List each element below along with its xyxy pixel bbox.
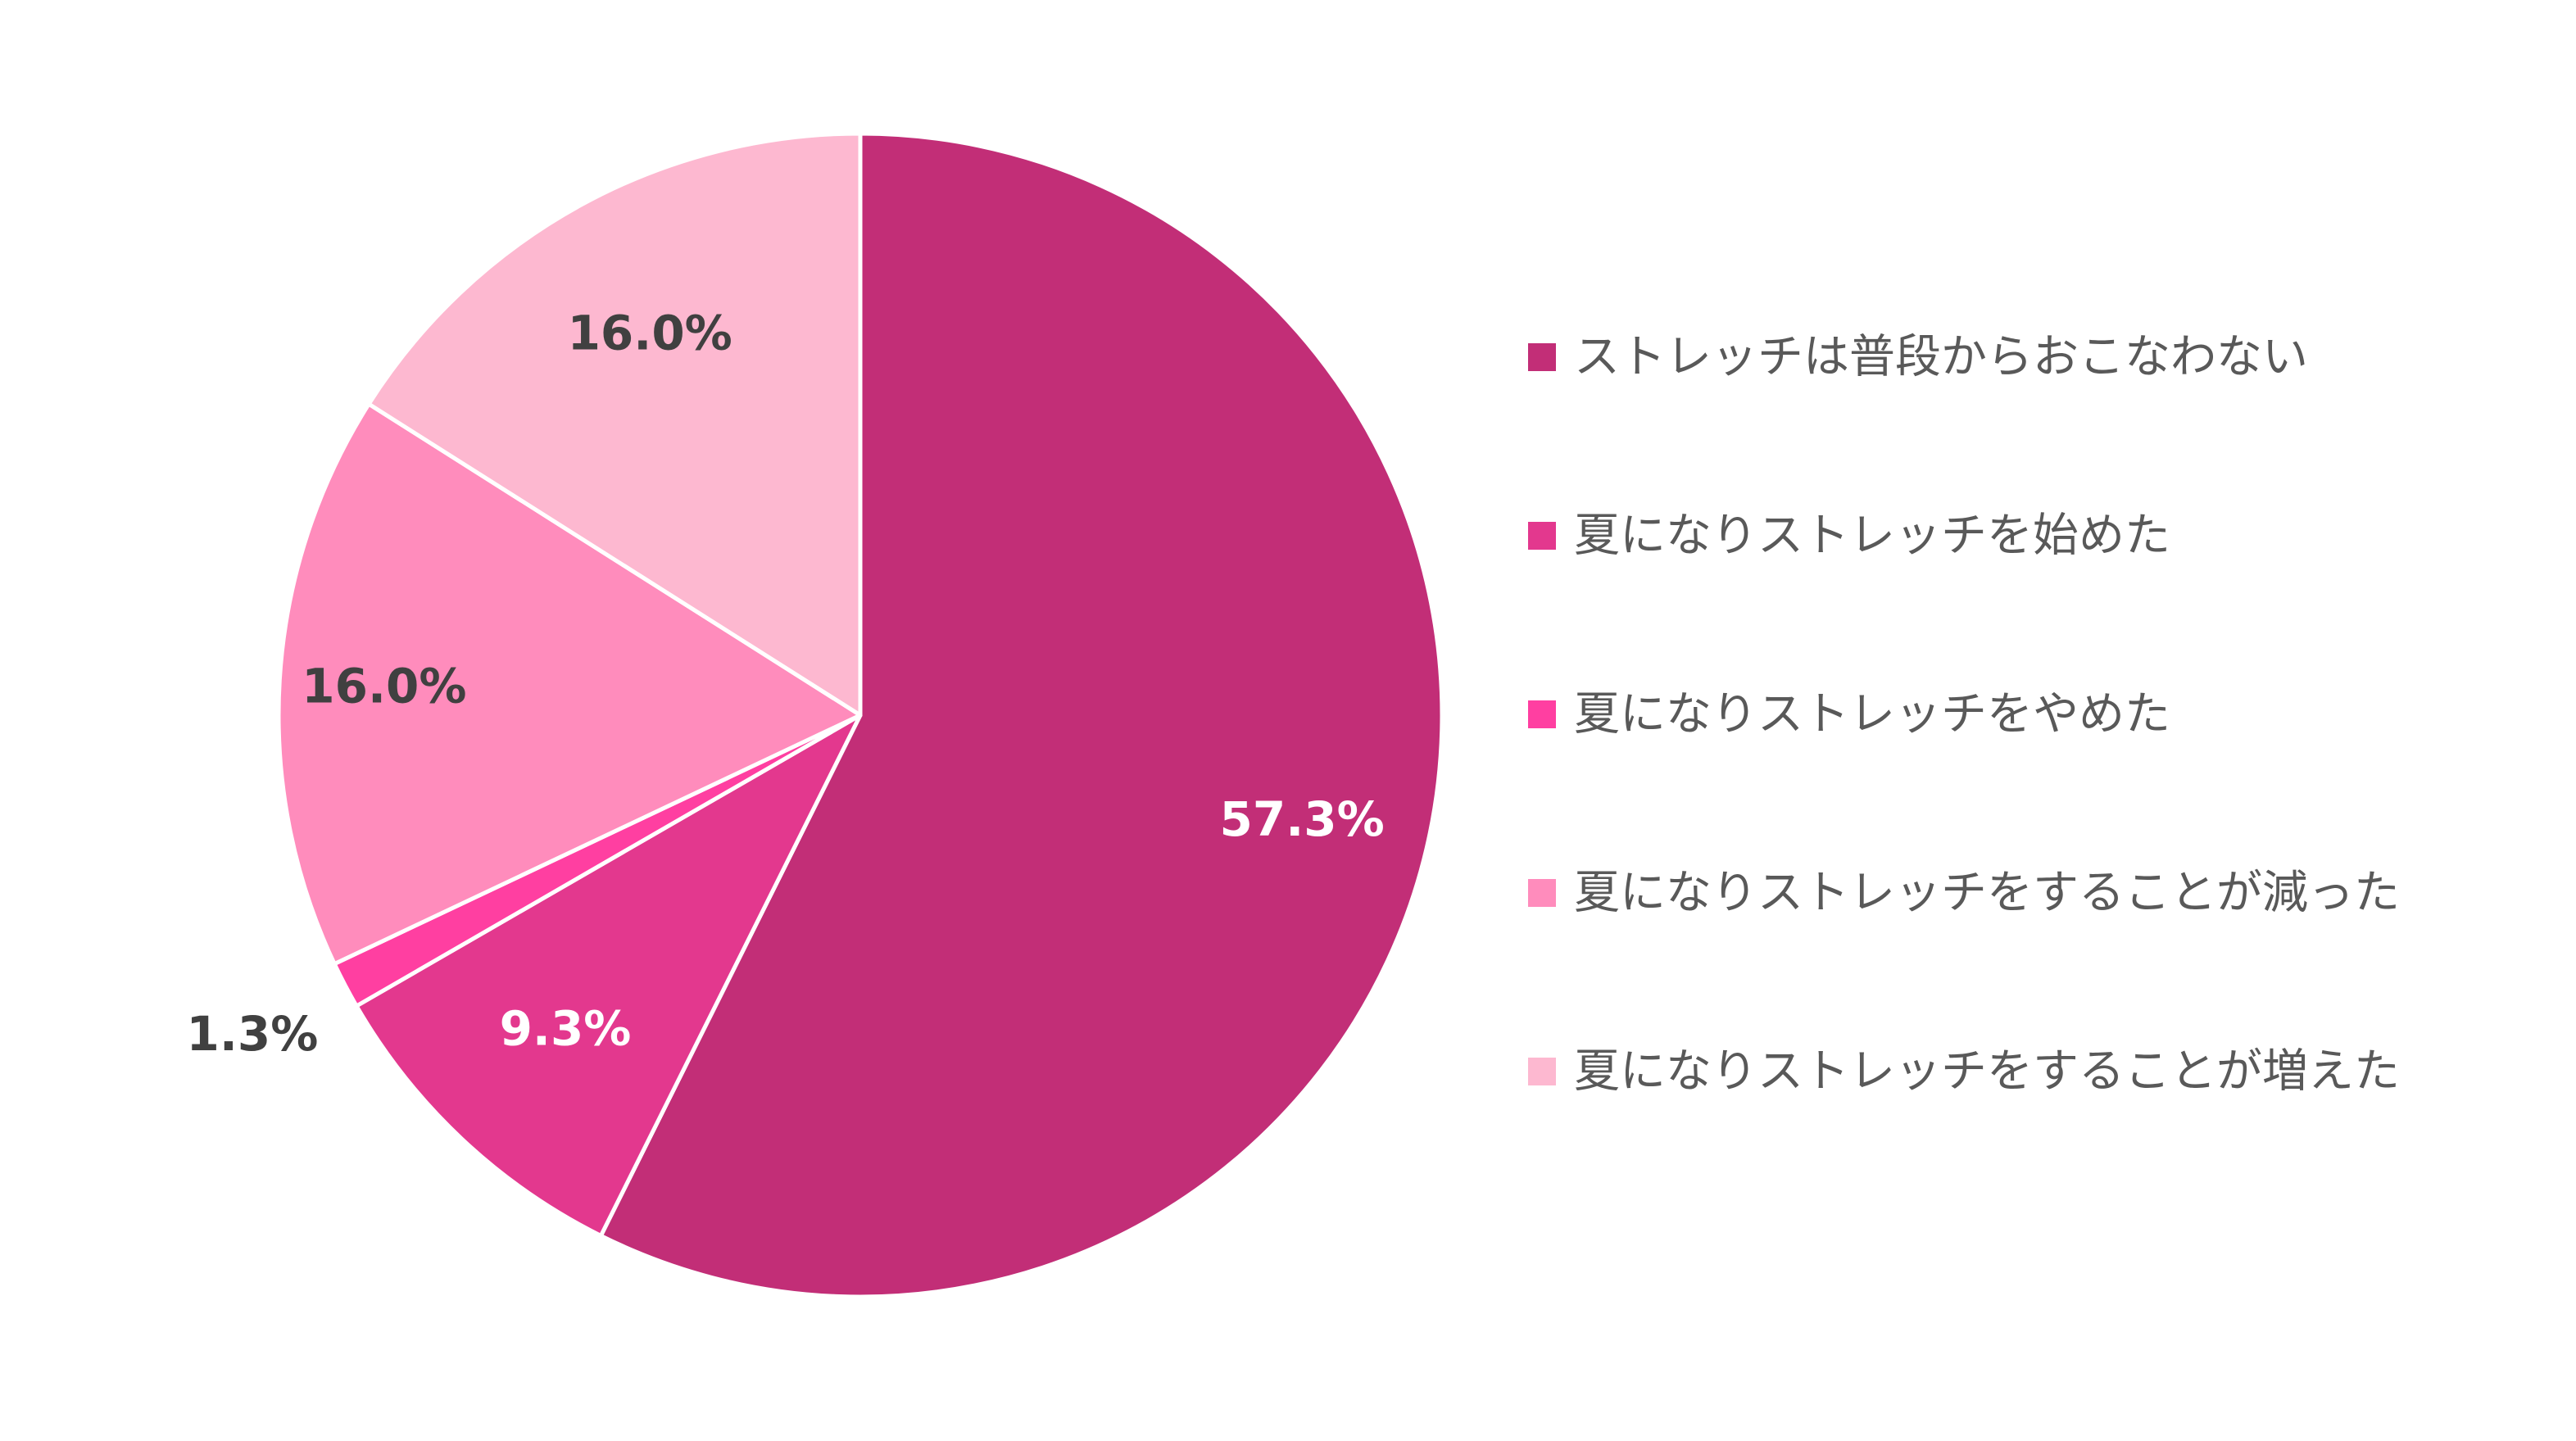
legend-item-5: 夏になりストレッチをすることが増えた <box>1528 1045 2400 1099</box>
pie-slice-1 <box>598 131 1444 1299</box>
legend-swatch-1 <box>1528 343 1556 371</box>
legend-label-4: 夏になりストレッチをすることが減った <box>1574 867 2400 920</box>
legend-swatch-2 <box>1528 522 1556 550</box>
pie-slice-5 <box>366 131 863 718</box>
slice-value-label-5: 16.0% <box>568 306 732 361</box>
legend-swatch-3 <box>1528 700 1556 728</box>
legend-label-3: 夏になりストレッチをやめた <box>1574 688 2170 741</box>
legend-label-2: 夏になりストレッチを始めた <box>1574 510 2170 563</box>
legend-label-1: ストレッチは普段からおこなわない <box>1574 331 2308 384</box>
legend: ストレッチは普段からおこなわない夏になりストレッチを始めた夏になりストレッチをや… <box>1528 331 2400 1099</box>
pie-slice-2 <box>354 713 863 1238</box>
legend-item-4: 夏になりストレッチをすることが減った <box>1528 867 2400 920</box>
legend-item-1: ストレッチは普段からおこなわない <box>1528 331 2308 384</box>
legend-item-3: 夏になりストレッチをやめた <box>1528 688 2170 741</box>
legend-swatch-5 <box>1528 1058 1556 1085</box>
slice-value-label-4: 16.0% <box>302 658 466 714</box>
slice-value-label-2: 9.3% <box>500 1001 632 1057</box>
slice-value-label-3: 1.3% <box>186 1006 318 1062</box>
pie-slices <box>276 131 1444 1299</box>
slice-value-label-1: 57.3% <box>1219 791 1384 847</box>
legend-item-2: 夏になりストレッチを始めた <box>1528 510 2170 563</box>
pie-data-labels: 57.3% 9.3% 1.3% 16.0% 16.0% <box>186 306 1384 1062</box>
pie-slice-4 <box>276 401 863 967</box>
legend-label-5: 夏になりストレッチをすることが増えた <box>1574 1045 2400 1099</box>
legend-swatch-4 <box>1528 879 1556 907</box>
